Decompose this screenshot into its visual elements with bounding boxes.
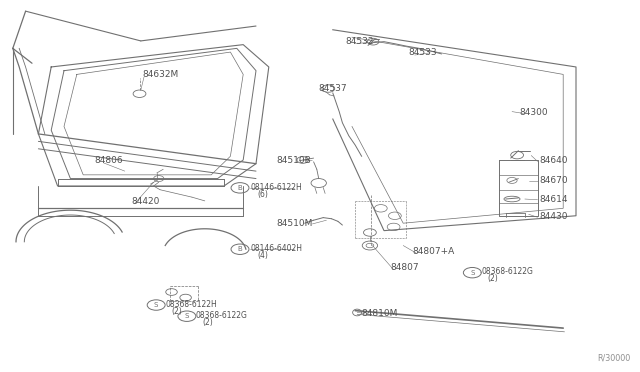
Text: B: B bbox=[237, 246, 243, 252]
Text: 84670: 84670 bbox=[539, 176, 568, 185]
Text: 84532: 84532 bbox=[346, 37, 374, 46]
Text: 84533: 84533 bbox=[408, 48, 437, 57]
Text: 84807: 84807 bbox=[390, 263, 419, 272]
Text: 84614: 84614 bbox=[539, 195, 568, 203]
Text: 84632M: 84632M bbox=[142, 70, 179, 79]
Text: (2): (2) bbox=[488, 275, 499, 283]
Text: 08146-6402H: 08146-6402H bbox=[251, 244, 303, 253]
Text: B: B bbox=[237, 185, 243, 191]
Text: 84640: 84640 bbox=[539, 156, 568, 165]
Text: 84430: 84430 bbox=[539, 212, 568, 221]
Text: 84420: 84420 bbox=[131, 197, 159, 206]
Text: 84510B: 84510B bbox=[276, 156, 311, 165]
Text: 08368-6122H: 08368-6122H bbox=[165, 300, 217, 309]
Text: 08146-6122H: 08146-6122H bbox=[251, 183, 303, 192]
Text: 08368-6122G: 08368-6122G bbox=[196, 311, 248, 320]
Text: (4): (4) bbox=[257, 251, 268, 260]
Text: (2): (2) bbox=[172, 307, 182, 316]
Text: 84810M: 84810M bbox=[362, 309, 398, 318]
Text: S: S bbox=[470, 270, 474, 276]
Text: S: S bbox=[185, 313, 189, 319]
Text: 84510M: 84510M bbox=[276, 219, 313, 228]
Text: S: S bbox=[154, 302, 158, 308]
Text: R/30000: R/30000 bbox=[597, 354, 630, 363]
Text: (2): (2) bbox=[202, 318, 213, 327]
Text: (6): (6) bbox=[257, 190, 268, 199]
Text: 84300: 84300 bbox=[520, 108, 548, 117]
Text: 84806: 84806 bbox=[95, 156, 124, 165]
Text: 84807+A: 84807+A bbox=[413, 247, 455, 256]
Text: 08368-6122G: 08368-6122G bbox=[481, 267, 533, 276]
Text: 84537: 84537 bbox=[318, 84, 347, 93]
